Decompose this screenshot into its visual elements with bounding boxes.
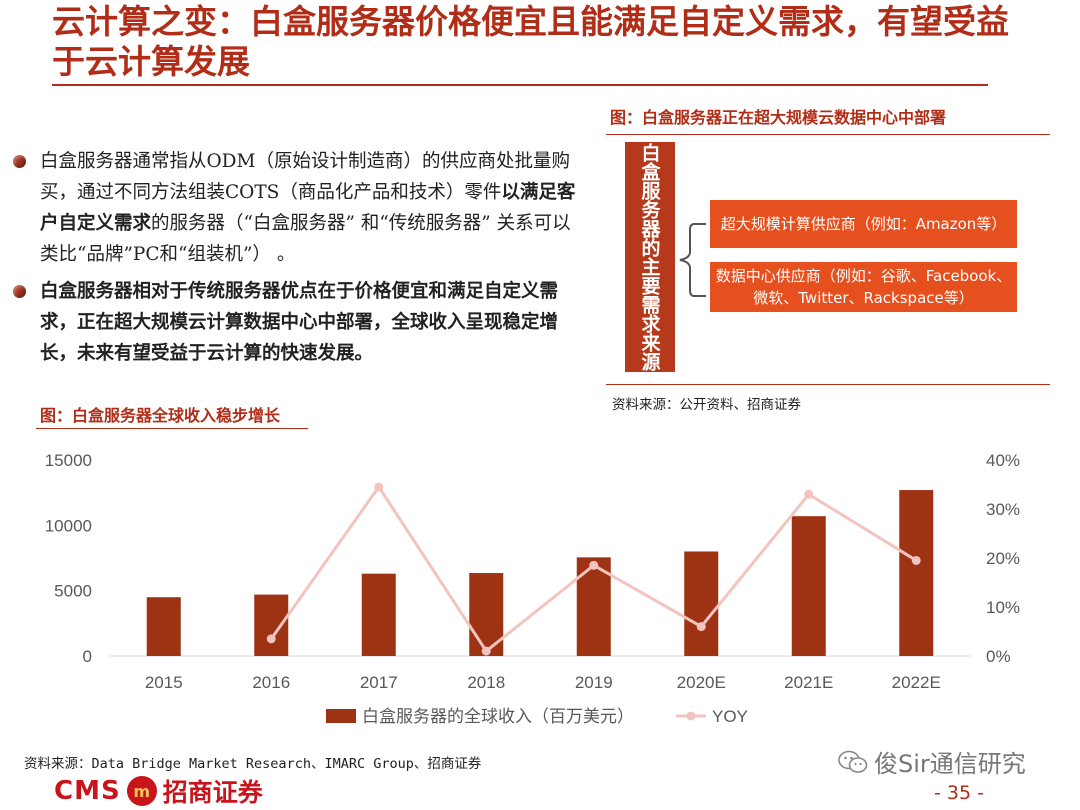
- y-right-tick-label: 0%: [986, 647, 1011, 666]
- legend-bar-label: 白盒服务器的全球收入（百万美元）: [362, 707, 634, 726]
- revenue-bar: [684, 551, 719, 656]
- bullet-list: 白盒服务器通常指从ODM（原始设计制造商）的供应商处批量购买，通过不同方法组装C…: [12, 146, 588, 375]
- page-number: - 35 -: [934, 782, 984, 804]
- logo-chinese: 招商证券: [162, 778, 263, 807]
- yoy-point: [266, 634, 276, 644]
- bullet-text: 的服务器（“白盒服务器” 和“传统服务器” 关系可以类比“品牌”PC和“组装机”…: [40, 213, 571, 265]
- yoy-point: [696, 622, 706, 632]
- chart-source: 资料来源：Data Bridge Market Research、IMARC G…: [24, 756, 482, 772]
- x-tick-label: 2015: [145, 673, 183, 692]
- bullet-dot-icon: [13, 285, 26, 298]
- watermark: 俊Sir通信研究: [838, 744, 1026, 779]
- y-left-tick-label: 15000: [45, 451, 92, 470]
- logo-latin: CMS: [54, 776, 121, 806]
- diagram-source: 资料来源：公开资料、招商证券: [612, 397, 801, 413]
- bullet-text-bold: 白盒服务器相对于传统服务器优点在于价格便宜和满足自定义需求，正在超大规模云计算数…: [40, 281, 559, 364]
- revenue-bar: [469, 573, 504, 656]
- yoy-point: [589, 560, 599, 570]
- revenue-bar: [254, 594, 289, 656]
- revenue-bar: [361, 573, 396, 656]
- watermark-text: 俊Sir通信研究: [874, 750, 1026, 778]
- bullet-item: 白盒服务器通常指从ODM（原始设计制造商）的供应商处批量购买，通过不同方法组装C…: [12, 146, 588, 270]
- diagram-bottom-rule: [606, 384, 1050, 385]
- yoy-point: [374, 482, 384, 492]
- revenue-bar: [791, 516, 826, 656]
- bullet-item: 白盒服务器相对于传统服务器优点在于价格便宜和满足自定义需求，正在超大规模云计算数…: [12, 276, 588, 369]
- supplier-box-text: 数据中心供应商（例如：谷歌、Facebook、: [715, 267, 1012, 285]
- revenue-bar: [899, 490, 934, 656]
- yoy-point: [481, 646, 491, 656]
- x-tick-label: 2018: [467, 673, 505, 692]
- brace-icon: [679, 223, 706, 297]
- x-tick-label: 2021E: [784, 673, 833, 692]
- x-tick-label: 2017: [360, 673, 398, 692]
- bullet-text-bold: 以满足客户自定义需求: [40, 182, 576, 234]
- x-tick-label: 2022E: [892, 673, 941, 692]
- chart-caption: 图：白盒服务器全球收入稳步增长: [40, 406, 281, 425]
- y-left-tick-label: 5000: [54, 582, 92, 601]
- diagram-caption: 图：白盒服务器正在超大规模云数据中心中部署: [610, 108, 947, 127]
- diagram-top-rule: [606, 134, 1050, 135]
- demand-source-label: 白盒服务器的主要需求来源: [625, 142, 675, 372]
- y-right-tick-label: 40%: [986, 451, 1020, 470]
- logo-seal-icon: m: [126, 776, 157, 806]
- supplier-box-text: 微软、Twitter、Rackspace等）: [753, 289, 974, 307]
- bullet-text: 白盒服务器通常指从ODM（原始设计制造商）的供应商处批量购买，通过不同方法组装C…: [40, 151, 570, 203]
- yoy-point: [911, 555, 921, 565]
- chart-caption-rule: [36, 428, 308, 429]
- legend-line-marker: [686, 711, 696, 721]
- y-left-tick-label: 10000: [45, 516, 92, 535]
- revenue-chart: 0 5000 10000 15000 0% 10% 20% 30% 40% 2015 2016 201…: [45, 451, 1020, 726]
- y-left-tick-label: 0: [83, 647, 92, 666]
- y-right-tick-label: 30%: [986, 500, 1020, 519]
- yoy-point: [804, 489, 814, 499]
- y-right-tick-label: 20%: [986, 549, 1020, 568]
- x-tick-label: 2019: [575, 673, 613, 692]
- x-tick-label: 2016: [252, 673, 290, 692]
- bullet-dot-icon: [13, 155, 26, 168]
- wechat-icon: [838, 750, 868, 773]
- supplier-box-text: 超大规模计算供应商（例如：Amazon等）: [720, 215, 1007, 233]
- legend-bar-swatch: [326, 709, 356, 723]
- y-right-tick-label: 10%: [986, 598, 1020, 617]
- legend-line-label: YOY: [712, 707, 748, 726]
- title-underline: [52, 84, 988, 86]
- x-tick-label: 2020E: [677, 673, 726, 692]
- company-logo: CMS m 招商证券: [54, 774, 263, 808]
- supplier-box-datacenter: 数据中心供应商（例如：谷歌、Facebook、 微软、Twitter、Racks…: [710, 262, 1017, 312]
- page-title: 云计算之变：白盒服务器价格便宜且能满足自定义需求，有望受益于云计算发展: [52, 2, 1009, 81]
- revenue-bar: [146, 597, 181, 656]
- supplier-box-hyperscale: 超大规模计算供应商（例如：Amazon等）: [710, 200, 1017, 248]
